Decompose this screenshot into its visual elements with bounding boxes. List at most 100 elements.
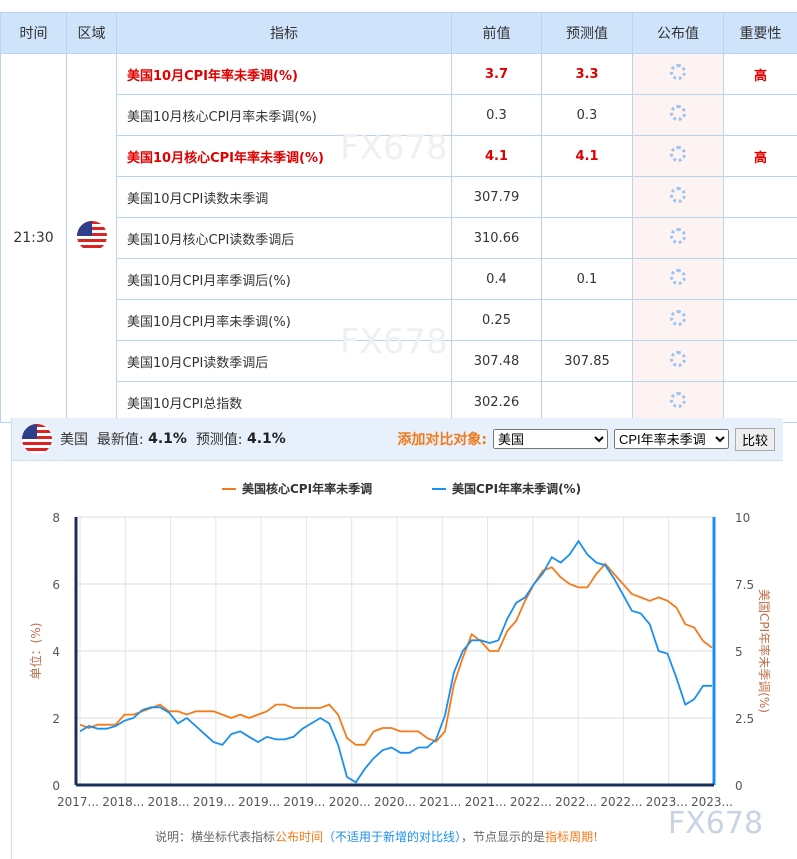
us-flag-icon [22, 424, 52, 454]
x-tick-label: 2018... [148, 795, 190, 809]
x-tick-label: 2020... [374, 795, 416, 809]
note-text: 说明：横坐标代表指标 [155, 830, 276, 844]
note-highlight: 公布时间 [275, 830, 324, 844]
loading-spinner-icon [670, 228, 686, 244]
legend-entry[interactable]: 美国核心CPI年率未季调 [242, 481, 372, 496]
y-tick-label: 0 [52, 779, 60, 793]
legend-entry[interactable]: 美国CPI年率未季调(%) [452, 481, 581, 496]
y-tick-label: 2 [52, 712, 60, 726]
indicator-name[interactable]: 美国10月核心CPI月率未季调(%) [116, 94, 452, 136]
previous-value: 307.79 [451, 176, 542, 218]
indicator-select[interactable]: CPI年率未季调 [613, 429, 729, 449]
indicator-name[interactable]: 美国10月CPI总指数 [116, 381, 452, 423]
x-tick-label: 2019... [193, 795, 235, 809]
time-cell: 21:30 [0, 53, 67, 423]
x-tick-label: 2021... [465, 795, 507, 809]
forecast-value [541, 176, 633, 218]
actual-value [632, 53, 724, 95]
x-tick-label: 2023... [646, 795, 688, 809]
forecast-value [541, 217, 633, 259]
column-header: 公布值 [632, 12, 724, 54]
indicator-name[interactable]: 美国10月CPI月率季调后(%) [116, 258, 452, 300]
y2-axis-title: 美国CPI年率未季调(%) [757, 589, 772, 713]
y2-tick-label: 0 [735, 779, 743, 793]
forecast-value: 4.1% [246, 431, 286, 447]
previous-value: 0.25 [451, 299, 542, 341]
note-blue: （不适用于新增的对比线） [323, 830, 462, 844]
x-tick-label: 2020... [329, 795, 371, 809]
loading-spinner-icon [670, 146, 686, 162]
note-highlight: 指标周期! [545, 830, 598, 844]
actual-value [632, 135, 724, 177]
previous-value: 0.3 [451, 94, 542, 136]
actual-value [632, 176, 724, 218]
x-tick-label: 2019... [238, 795, 280, 809]
chart-note: 说明：横坐标代表指标公布时间（不适用于新增的对比线），节点显示的是指标周期! [155, 828, 598, 845]
table-row[interactable]: 21:30 美国10月CPI年率未季调(%) 3.7 3.3 高 [0, 53, 797, 423]
previous-value: 307.48 [451, 340, 542, 382]
table-row[interactable]: 美国10月CPI读数季调后 307.48 307.85 [1, 340, 797, 382]
x-tick-label: 2021... [419, 795, 461, 809]
forecast-value: 307.85 [541, 340, 633, 382]
indicator-name[interactable]: 美国10月CPI年率未季调(%) [116, 53, 452, 95]
previous-value: 302.26 [451, 381, 542, 423]
actual-value [632, 217, 724, 259]
table-row[interactable]: 美国10月CPI读数未季调 307.79 [1, 176, 797, 218]
loading-spinner-icon [670, 310, 686, 326]
y2-tick-label: 10 [735, 511, 750, 525]
series-line-1 [79, 539, 712, 784]
column-header: 时间 [0, 12, 67, 54]
latest-label: 最新值: [96, 432, 144, 448]
note-text: ，节点显示的是 [461, 830, 546, 844]
y2-tick-label: 2.5 [735, 712, 754, 726]
y-tick-label: 6 [52, 578, 60, 592]
loading-spinner-icon [670, 187, 686, 203]
loading-spinner-icon [670, 351, 686, 367]
indicator-name[interactable]: 美国10月CPI月率未季调(%) [116, 299, 452, 341]
y2-tick-label: 5 [735, 645, 743, 659]
table-row[interactable]: 美国10月CPI月率未季调(%) 0.25 [1, 299, 797, 341]
previous-value: 3.7 [451, 53, 542, 95]
compare-button[interactable]: 比较 [734, 427, 775, 451]
loading-spinner-icon [670, 392, 686, 408]
forecast-value: 3.3 [541, 53, 633, 95]
actual-value [632, 258, 724, 300]
us-flag-icon [76, 221, 107, 251]
country-label: 美国 [60, 432, 88, 448]
importance: 高 [723, 53, 797, 95]
x-tick-label: 2022... [555, 795, 597, 809]
column-header: 预测值 [541, 12, 633, 54]
region-cell [66, 53, 117, 423]
loading-spinner-icon [670, 105, 686, 121]
loading-spinner-icon [670, 269, 686, 285]
actual-value [632, 340, 724, 382]
indicator-name[interactable]: 美国10月CPI读数季调后 [116, 340, 452, 382]
y-tick-label: 8 [52, 511, 60, 525]
series-line-0 [79, 562, 713, 746]
latest-value: 4.1% [148, 431, 187, 447]
table-row[interactable]: 美国10月核心CPI读数季调后 310.66 [1, 217, 797, 259]
table-row[interactable]: 美国10月CPI总指数 302.26 [1, 381, 797, 423]
previous-value: 0.4 [451, 258, 542, 300]
y-axis-title: 单位：(%) [28, 623, 43, 680]
importance [723, 217, 797, 259]
x-tick-label: 2019... [283, 795, 325, 809]
x-tick-label: 2022... [600, 795, 642, 809]
y-tick-label: 4 [52, 645, 60, 659]
actual-value [632, 381, 724, 423]
chart-panel: 美国 最新值: 4.1% 预测值: 4.1% 添加对比对象: 美国 CPI年率未… [11, 418, 783, 859]
x-tick-label: 2017... [57, 795, 99, 809]
chart-header: 美国 最新值: 4.1% 预测值: 4.1% 添加对比对象: 美国 CPI年率未… [12, 418, 783, 461]
importance [723, 176, 797, 218]
previous-value: 310.66 [451, 217, 542, 259]
x-tick-label: 2022... [510, 795, 552, 809]
y2-tick-label: 7.5 [735, 578, 754, 592]
forecast-label: 预测值: [195, 432, 243, 448]
add-compare-label: 添加对比对象: [397, 432, 487, 448]
country-select[interactable]: 美国 [492, 429, 608, 449]
actual-value [632, 299, 724, 341]
importance [723, 340, 797, 382]
x-tick-label: 2018... [102, 795, 144, 809]
x-tick-label: 2023... [691, 795, 733, 809]
